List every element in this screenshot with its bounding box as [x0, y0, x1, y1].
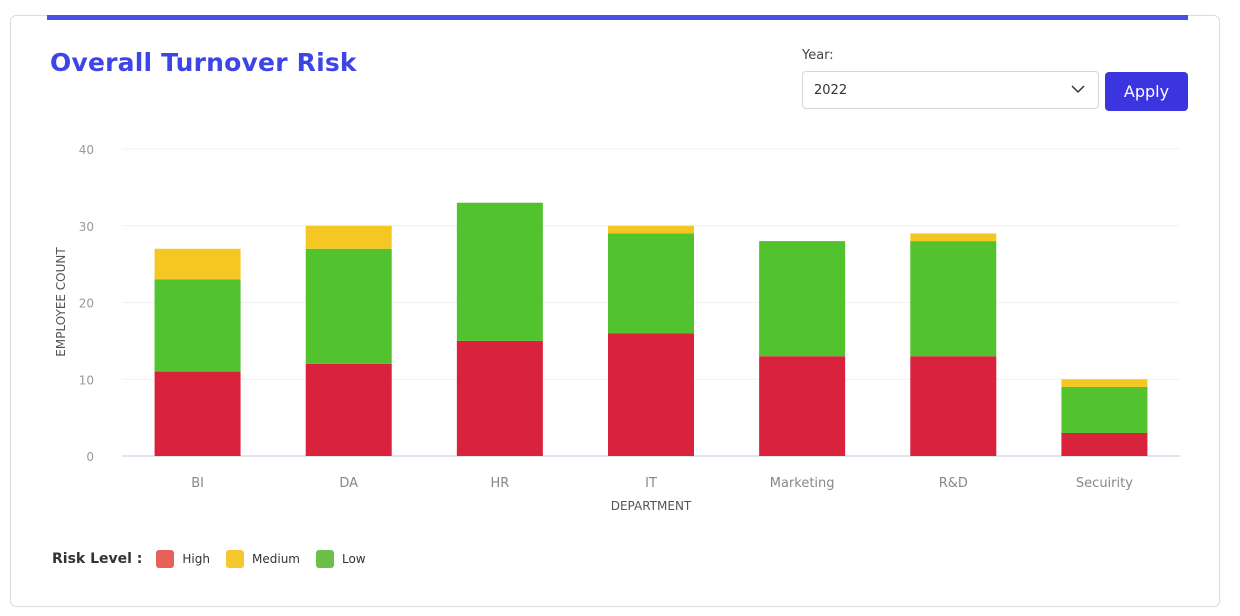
year-value: 2022	[814, 83, 848, 98]
legend: Risk Level : High Medium Low	[52, 550, 382, 568]
y-tick-label: 10	[79, 373, 94, 387]
legend-text-low: Low	[341, 552, 366, 566]
bar-segment-low	[1061, 386, 1148, 433]
bar-segment-high	[305, 363, 392, 456]
x-tick-label: BI	[191, 476, 204, 491]
bar-segment-medium	[910, 233, 997, 242]
year-label: Year:	[802, 48, 834, 63]
legend-swatch-low	[315, 550, 334, 568]
legend-text-medium: Medium	[252, 552, 300, 566]
bar-segment-low	[608, 233, 694, 334]
chevron-down-icon	[1071, 85, 1085, 94]
bar-segment-low	[456, 202, 543, 341]
bar-segment-high	[759, 356, 846, 456]
bar-segment-high	[456, 340, 543, 456]
legend-text-high: High	[182, 552, 210, 566]
stacked-bar-chart: 0 10 20 30 40 BI DA HR IT Marketing R&D Secuirity DE…	[54, 143, 1180, 513]
bar-segment-medium	[305, 225, 392, 249]
bar-segment-high	[1061, 432, 1148, 456]
x-tick-label: HR	[490, 476, 509, 491]
legend-label: Risk Level :	[52, 551, 143, 567]
legend-swatch-medium	[226, 550, 244, 568]
y-tick-label: 20	[79, 297, 94, 311]
y-tick-label: 0	[86, 450, 94, 464]
legend-swatch-high	[156, 550, 175, 568]
bar-segment-medium	[1061, 379, 1148, 387]
x-tick-label: Secuirity	[1076, 476, 1133, 491]
x-axis-label: DEPARTMENT	[611, 499, 692, 513]
y-tick-label: 30	[79, 220, 94, 234]
bar-segment-low	[154, 279, 241, 372]
bar-segment-low	[305, 248, 392, 364]
apply-button[interactable]: Apply	[1105, 72, 1188, 111]
legend-item-high[interactable]: High	[156, 550, 210, 568]
accent-bar	[47, 15, 1188, 20]
bar-segment-medium	[608, 225, 694, 234]
legend-item-medium[interactable]: Medium	[226, 550, 300, 568]
bar-segment-low	[759, 241, 846, 357]
y-axis-label: EMPLOYEE COUNT	[54, 247, 68, 357]
x-tick-label: R&D	[939, 476, 968, 491]
bar-segment-high	[608, 333, 694, 456]
x-tick-label: IT	[645, 476, 657, 491]
bar-segment-medium	[154, 248, 241, 280]
page-title: Overall Turnover Risk	[50, 48, 357, 77]
bar-segment-high	[154, 371, 241, 456]
bar-segment-high	[910, 356, 997, 456]
year-select[interactable]: 2022	[802, 71, 1099, 109]
x-tick-label: Marketing	[770, 476, 835, 491]
y-tick-label: 40	[79, 143, 94, 157]
legend-item-low[interactable]: Low	[315, 550, 366, 568]
x-tick-label: DA	[339, 476, 358, 491]
bar-segment-low	[910, 241, 997, 357]
